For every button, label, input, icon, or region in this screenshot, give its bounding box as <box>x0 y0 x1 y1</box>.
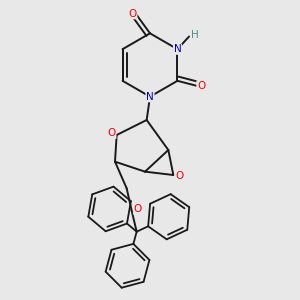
Text: N: N <box>146 92 154 102</box>
Text: O: O <box>134 204 142 214</box>
Text: O: O <box>107 128 116 138</box>
Text: O: O <box>197 81 205 91</box>
Text: O: O <box>175 171 184 181</box>
Text: O: O <box>128 9 137 19</box>
Text: H: H <box>190 29 198 40</box>
Text: N: N <box>173 44 181 54</box>
